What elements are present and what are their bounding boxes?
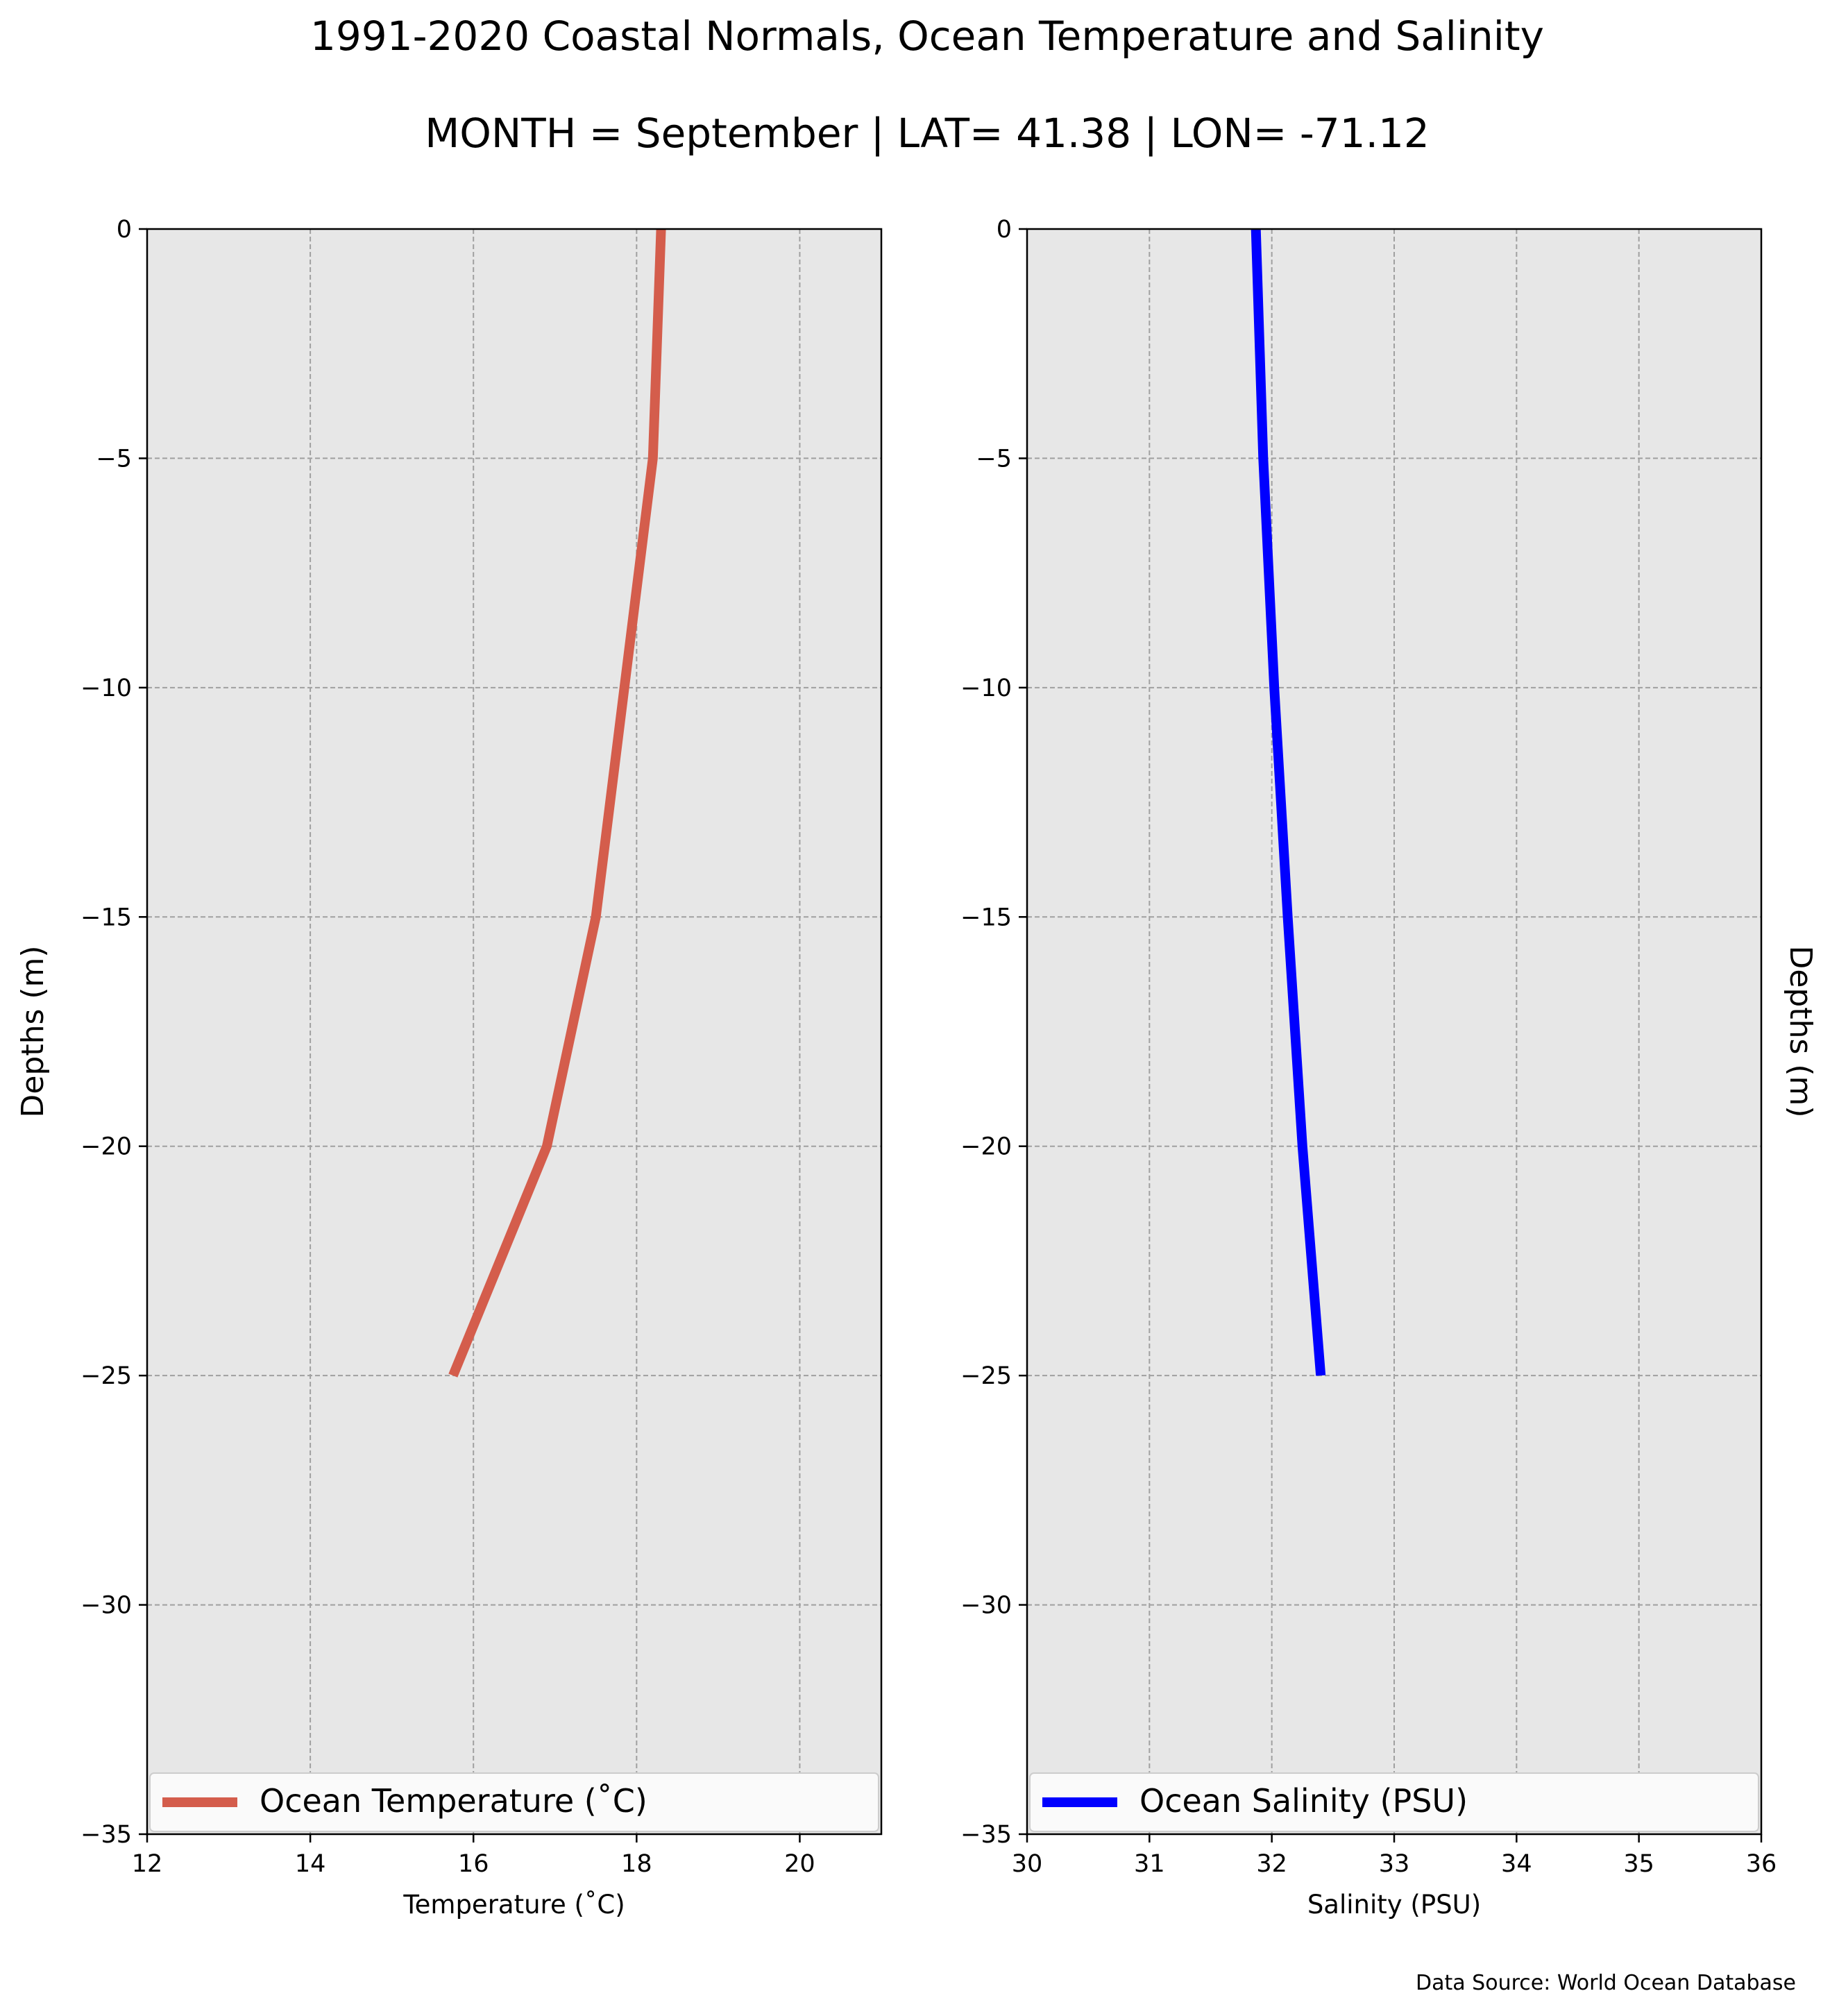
x-tick-label: 32: [1256, 1850, 1287, 1878]
salinity-panel: 30 31 32 33 34 35 36 0 −5 −10 −15 −20 −25 −30 −35 Salin…: [960, 216, 1818, 1920]
chart-title: 1991-2020 Coastal Normals, Ocean Tempera…: [310, 12, 1544, 60]
y-tick-label: −5: [96, 445, 132, 473]
y-tick-label: −25: [960, 1362, 1012, 1390]
x-tick-label: 33: [1379, 1850, 1410, 1878]
x-axis-label: Temperature (˚C): [402, 1890, 625, 1920]
y-tick-label: −20: [960, 1133, 1012, 1161]
x-tick-label: 35: [1623, 1850, 1654, 1878]
legend-label: Ocean Salinity (PSU): [1139, 1782, 1468, 1820]
series-line: [1251, 228, 1326, 1376]
series-line: [448, 228, 666, 1378]
y-tick-label: −35: [80, 1821, 132, 1849]
y-tick-label: −30: [80, 1592, 132, 1620]
axes-frame: [146, 228, 883, 1836]
x-tick-label: 31: [1134, 1850, 1165, 1878]
legend-box: [149, 1772, 879, 1832]
legend: Ocean Temperature (˚C): [149, 1772, 879, 1832]
y-tick-label: −25: [80, 1362, 132, 1390]
y-tick-label: −30: [960, 1592, 1012, 1620]
x-tick-label: 30: [1012, 1850, 1043, 1878]
x-tick-label: 34: [1501, 1850, 1532, 1878]
x-tick-label: 36: [1746, 1850, 1777, 1878]
legend: Ocean Salinity (PSU): [1029, 1772, 1759, 1832]
y-axis-label: Depths (m): [15, 945, 51, 1117]
legend-box: [1029, 1772, 1759, 1832]
y-tick-label: 0: [997, 216, 1012, 244]
x-tick-label: 18: [621, 1850, 652, 1878]
x-tick-label: 14: [295, 1850, 326, 1878]
x-tick-label: 20: [784, 1850, 815, 1878]
y-tick-label: −10: [80, 675, 132, 702]
y-tick-label: −15: [960, 904, 1012, 931]
y-tick-label: −15: [80, 904, 132, 931]
y-tick-label: −20: [80, 1133, 132, 1161]
y-tick-label: −5: [976, 445, 1012, 473]
y-tick-label: −10: [960, 675, 1012, 702]
x-tick-label: 12: [132, 1850, 163, 1878]
x-axis-label: Salinity (PSU): [1307, 1890, 1481, 1920]
chart-subtitle: MONTH = September | LAT= 41.38 | LON= -7…: [425, 110, 1430, 157]
y-axis-label: Depths (m): [1783, 945, 1818, 1117]
x-tick-label: 16: [458, 1850, 489, 1878]
plot-area: [147, 229, 881, 1834]
data-source-note: Data Source: World Ocean Database: [1416, 1971, 1796, 1995]
y-tick-label: −35: [960, 1821, 1012, 1849]
temperature-panel: 12 14 16 18 20 0 −5 −10 −15 −20 −25 −30 −35 Temperatu…: [15, 216, 883, 1920]
legend-label: Ocean Temperature (˚C): [260, 1782, 647, 1820]
y-tick-label: 0: [117, 216, 132, 244]
